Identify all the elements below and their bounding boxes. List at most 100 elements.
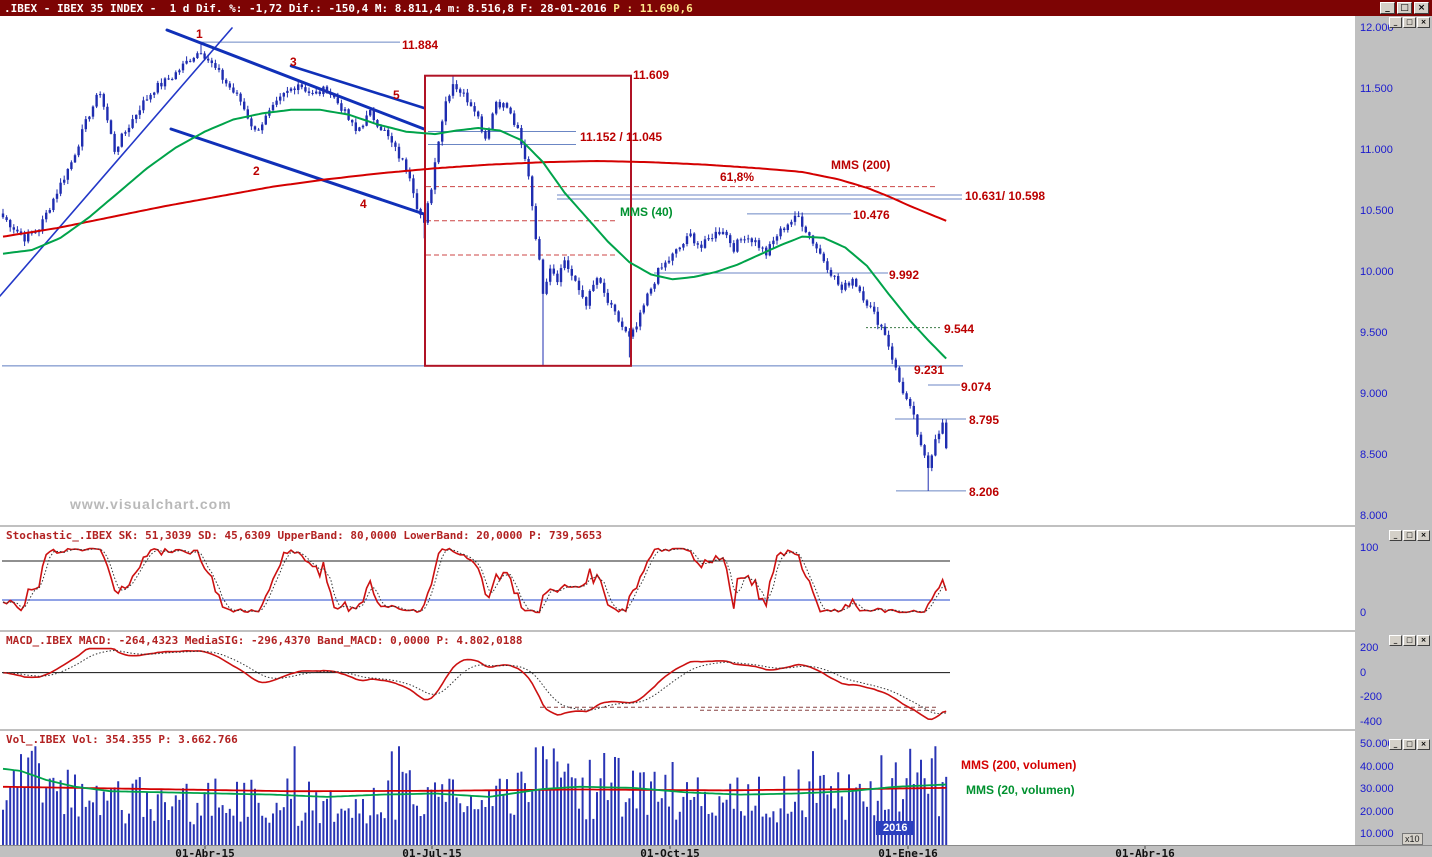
macd-close-button[interactable]: × bbox=[1417, 635, 1430, 646]
main-close-button[interactable]: × bbox=[1417, 17, 1430, 28]
macd-line bbox=[2, 647, 947, 721]
volume-bar bbox=[390, 751, 393, 845]
stochastic-close-button[interactable]: × bbox=[1417, 530, 1430, 541]
main-minimize-button[interactable]: _ bbox=[1389, 17, 1402, 28]
volume-bar bbox=[570, 777, 573, 845]
candle-body bbox=[437, 141, 440, 163]
candle-body bbox=[196, 53, 199, 59]
volume-bar bbox=[783, 776, 786, 845]
annotation-label: 1 bbox=[196, 27, 203, 41]
volume-bar bbox=[192, 824, 195, 845]
main-chart-panel[interactable] bbox=[0, 16, 1355, 525]
volume-bar bbox=[819, 775, 822, 845]
candle-body bbox=[448, 95, 451, 102]
volume-maximize-button[interactable]: □ bbox=[1403, 739, 1416, 750]
volume-ma20-label: MMS (20, volumen) bbox=[966, 783, 1075, 797]
volume-bar bbox=[894, 762, 897, 845]
y-axis-label: 12.000 bbox=[1360, 22, 1394, 34]
stochastic-title: Stochastic_.IBEX SK: 51,3039 SD: 45,6309… bbox=[6, 529, 603, 542]
candle-body bbox=[711, 238, 714, 240]
volume-bar bbox=[275, 802, 278, 845]
stochastic-minimize-button[interactable]: _ bbox=[1389, 530, 1402, 541]
candle-body bbox=[880, 324, 883, 327]
volume-bar bbox=[455, 797, 458, 845]
volume-bar bbox=[686, 782, 688, 845]
volume-bar bbox=[250, 779, 253, 845]
candle-body bbox=[721, 231, 725, 235]
volume-bar bbox=[578, 808, 580, 845]
candle-body bbox=[916, 414, 919, 435]
volume-bar bbox=[560, 777, 562, 845]
volume-bar bbox=[808, 781, 811, 845]
candle-body bbox=[941, 422, 944, 434]
candle-body bbox=[325, 86, 329, 94]
candle-body bbox=[408, 171, 411, 179]
candle-body bbox=[599, 278, 602, 283]
macd-minimize-button[interactable]: _ bbox=[1389, 635, 1402, 646]
candle-body bbox=[505, 103, 509, 108]
main-maximize-button[interactable]: □ bbox=[1403, 17, 1416, 28]
volume-close-button[interactable]: × bbox=[1417, 739, 1430, 750]
volume-bar bbox=[707, 813, 710, 845]
volume-minimize-button[interactable]: _ bbox=[1389, 739, 1402, 750]
candle-body bbox=[315, 91, 318, 94]
volume-bar bbox=[30, 750, 33, 845]
candle-body bbox=[930, 455, 933, 468]
candle-body bbox=[894, 359, 897, 368]
candle-body bbox=[793, 215, 797, 222]
candle-body bbox=[696, 243, 699, 245]
window-title: .IBEX - IBEX 35 INDEX - 1 d Dif. %: -1,7… bbox=[4, 1, 614, 15]
candle-body bbox=[149, 94, 152, 100]
candle-body bbox=[595, 278, 599, 285]
volume-bar bbox=[542, 746, 544, 845]
candle-body bbox=[106, 106, 109, 121]
maximize-button[interactable]: □ bbox=[1397, 2, 1412, 14]
candle-body bbox=[304, 87, 307, 92]
candle-body bbox=[401, 158, 404, 160]
macd-panel[interactable] bbox=[0, 632, 1355, 729]
candle-body bbox=[862, 291, 865, 301]
candle-body bbox=[66, 169, 69, 180]
volume-bar bbox=[401, 771, 404, 845]
volume-bar bbox=[34, 746, 37, 845]
volume-bar bbox=[74, 774, 76, 845]
candle-body bbox=[808, 232, 811, 236]
candle-body bbox=[577, 280, 581, 291]
stochastic-maximize-button[interactable]: □ bbox=[1403, 530, 1416, 541]
candle-body bbox=[124, 132, 127, 134]
window-titlebar[interactable]: .IBEX - IBEX 35 INDEX - 1 d Dif. %: -1,7… bbox=[0, 0, 1432, 16]
volume-bar bbox=[725, 799, 728, 845]
y-axis-label: 11.500 bbox=[1360, 83, 1393, 95]
volume-bar bbox=[336, 813, 339, 845]
volume-bar bbox=[225, 812, 228, 845]
volume-bar bbox=[750, 810, 753, 845]
candle-body bbox=[592, 284, 595, 291]
volume-bar bbox=[617, 757, 620, 845]
volume-bar bbox=[120, 809, 123, 845]
volume-bar bbox=[524, 783, 526, 845]
annotation-label: 11.884 bbox=[402, 38, 439, 52]
macd-maximize-button[interactable]: □ bbox=[1403, 635, 1416, 646]
candle-body bbox=[253, 126, 257, 130]
volume-bar bbox=[236, 781, 238, 845]
volume-bar bbox=[372, 787, 375, 845]
close-button[interactable]: × bbox=[1414, 2, 1429, 14]
volume-bar bbox=[221, 805, 224, 845]
y-axis-label: 10.000 bbox=[1360, 828, 1394, 840]
candle-body bbox=[649, 288, 653, 294]
volume-bar bbox=[729, 783, 732, 845]
candle-body bbox=[293, 88, 296, 91]
stochastic-panel[interactable] bbox=[0, 527, 1355, 630]
candle-body bbox=[271, 104, 275, 111]
volume-bar bbox=[696, 777, 699, 845]
annotation-label: 8.795 bbox=[969, 413, 1000, 427]
candle-body bbox=[829, 269, 833, 276]
candle-body bbox=[153, 92, 156, 95]
volume-bar bbox=[815, 802, 818, 845]
volume-bar bbox=[412, 804, 415, 845]
candle-body bbox=[801, 216, 804, 227]
candle-body bbox=[120, 133, 123, 147]
minimize-button[interactable]: _ bbox=[1380, 2, 1395, 14]
volume-bar bbox=[448, 778, 451, 845]
